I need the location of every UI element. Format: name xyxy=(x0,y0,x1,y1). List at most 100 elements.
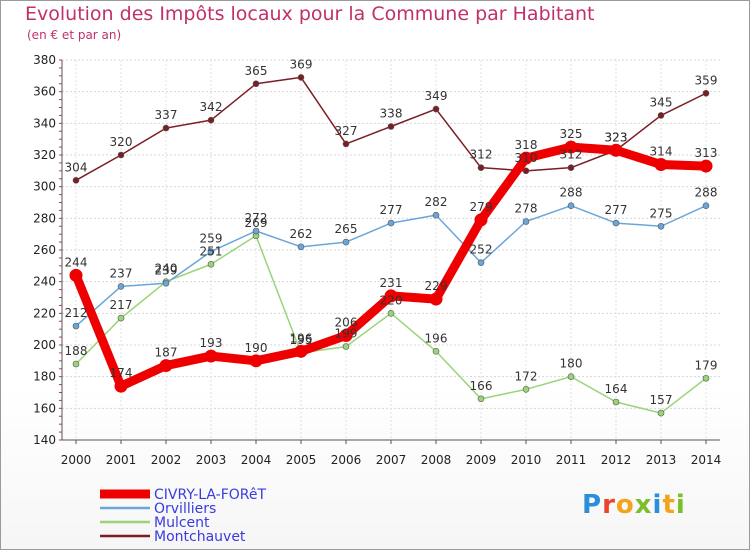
data-point xyxy=(342,343,350,350)
data-label: 349 xyxy=(425,89,448,103)
data-label: 187 xyxy=(155,346,178,360)
data-point xyxy=(114,379,128,393)
data-point xyxy=(654,158,668,171)
series-lines xyxy=(69,74,713,417)
y-tick-label: 380 xyxy=(33,53,56,67)
data-point xyxy=(384,289,398,303)
data-label: 195 xyxy=(290,333,313,347)
data-point xyxy=(297,74,305,81)
x-tick-label: 2005 xyxy=(286,453,317,467)
data-point xyxy=(432,105,440,113)
data-label: 240 xyxy=(155,262,178,276)
y-tick-label: 280 xyxy=(33,211,56,225)
data-label: 196 xyxy=(290,331,313,345)
data-label: 275 xyxy=(650,206,673,220)
x-tick-label: 2011 xyxy=(556,453,587,467)
data-label: 217 xyxy=(110,298,133,312)
data-point xyxy=(294,344,308,358)
data-point xyxy=(72,322,80,330)
y-tick-label: 160 xyxy=(33,401,56,415)
x-tick-label: 2013 xyxy=(646,453,677,467)
data-point xyxy=(564,140,578,154)
x-tick-label: 2006 xyxy=(331,453,362,467)
data-point xyxy=(249,354,263,368)
data-point xyxy=(252,80,260,88)
data-point xyxy=(474,213,488,227)
data-point xyxy=(342,238,350,246)
chart-title: Evolution des Impôts locaux pour la Comm… xyxy=(25,3,595,25)
data-point xyxy=(72,177,80,184)
data-point xyxy=(207,116,215,124)
data-point xyxy=(702,374,710,382)
data-point xyxy=(522,218,530,225)
data-point xyxy=(387,310,395,317)
data-label: 325 xyxy=(560,127,583,141)
data-label: 277 xyxy=(380,203,403,217)
data-label: 312 xyxy=(560,148,583,162)
data-point xyxy=(387,219,395,227)
data-label: 252 xyxy=(470,243,493,257)
data-point xyxy=(159,359,173,373)
data-label: 278 xyxy=(515,202,538,216)
data-point xyxy=(429,292,443,306)
data-point xyxy=(612,398,620,406)
data-point xyxy=(204,349,218,363)
data-point xyxy=(477,164,485,171)
data-point xyxy=(702,89,710,97)
data-label: 318 xyxy=(515,138,538,152)
logo-letter: P xyxy=(582,490,603,520)
data-label: 239 xyxy=(155,263,178,277)
data-point xyxy=(117,151,125,159)
data-point xyxy=(477,259,485,266)
x-tick-label: 2007 xyxy=(376,453,407,467)
x-tick-label: 2009 xyxy=(466,453,497,467)
data-label: 206 xyxy=(335,316,358,330)
x-tick-label: 2004 xyxy=(241,453,272,467)
y-tick-label: 220 xyxy=(33,306,56,320)
y-tick-label: 180 xyxy=(33,370,56,384)
data-label: 337 xyxy=(155,108,178,122)
x-tick-label: 2001 xyxy=(106,453,137,467)
logo-letter: o xyxy=(615,490,635,520)
data-label: 244 xyxy=(65,255,88,269)
y-tick-label: 240 xyxy=(33,275,56,289)
x-tick-label: 2000 xyxy=(61,453,92,467)
data-label: 272 xyxy=(245,211,268,225)
data-label: 237 xyxy=(110,266,133,280)
data-label: 157 xyxy=(650,393,673,407)
x-tick-label: 2014 xyxy=(691,453,722,467)
legend-label: CIVRY-LA-FORêT xyxy=(154,487,266,503)
logo-letter: r xyxy=(602,490,616,520)
logo-letter: i xyxy=(675,490,686,520)
data-label: 259 xyxy=(200,232,223,246)
data-label: 174 xyxy=(110,366,133,380)
proxiti-logo: Proxiti xyxy=(582,490,686,520)
data-label: 166 xyxy=(470,379,493,393)
data-label: 282 xyxy=(425,195,448,209)
data-point xyxy=(297,243,305,251)
data-label: 310 xyxy=(515,151,538,165)
y-tick-label: 140 xyxy=(33,433,56,447)
data-label: 320 xyxy=(110,135,133,149)
data-label: 342 xyxy=(200,100,223,114)
data-point xyxy=(162,124,170,132)
data-point xyxy=(609,143,623,157)
data-point xyxy=(387,123,395,130)
data-label: 265 xyxy=(335,222,358,236)
data-label: 345 xyxy=(650,95,673,109)
data-label: 369 xyxy=(290,57,313,71)
data-label: 262 xyxy=(290,227,313,241)
data-point xyxy=(657,222,665,230)
data-label: 277 xyxy=(605,203,628,217)
data-point xyxy=(522,167,530,175)
legend-label: Mulcent xyxy=(154,515,210,531)
legend: CIVRY-LA-FORêTOrvilliersMulcentMontchauv… xyxy=(100,487,266,545)
legend-label: Montchauvet xyxy=(154,529,246,545)
data-label: 338 xyxy=(380,107,403,121)
data-label: 288 xyxy=(560,186,583,200)
data-label: 188 xyxy=(65,344,88,358)
data-point xyxy=(162,279,170,287)
y-tick-label: 200 xyxy=(33,338,56,352)
data-point xyxy=(207,248,215,255)
data-label: 172 xyxy=(515,369,538,383)
